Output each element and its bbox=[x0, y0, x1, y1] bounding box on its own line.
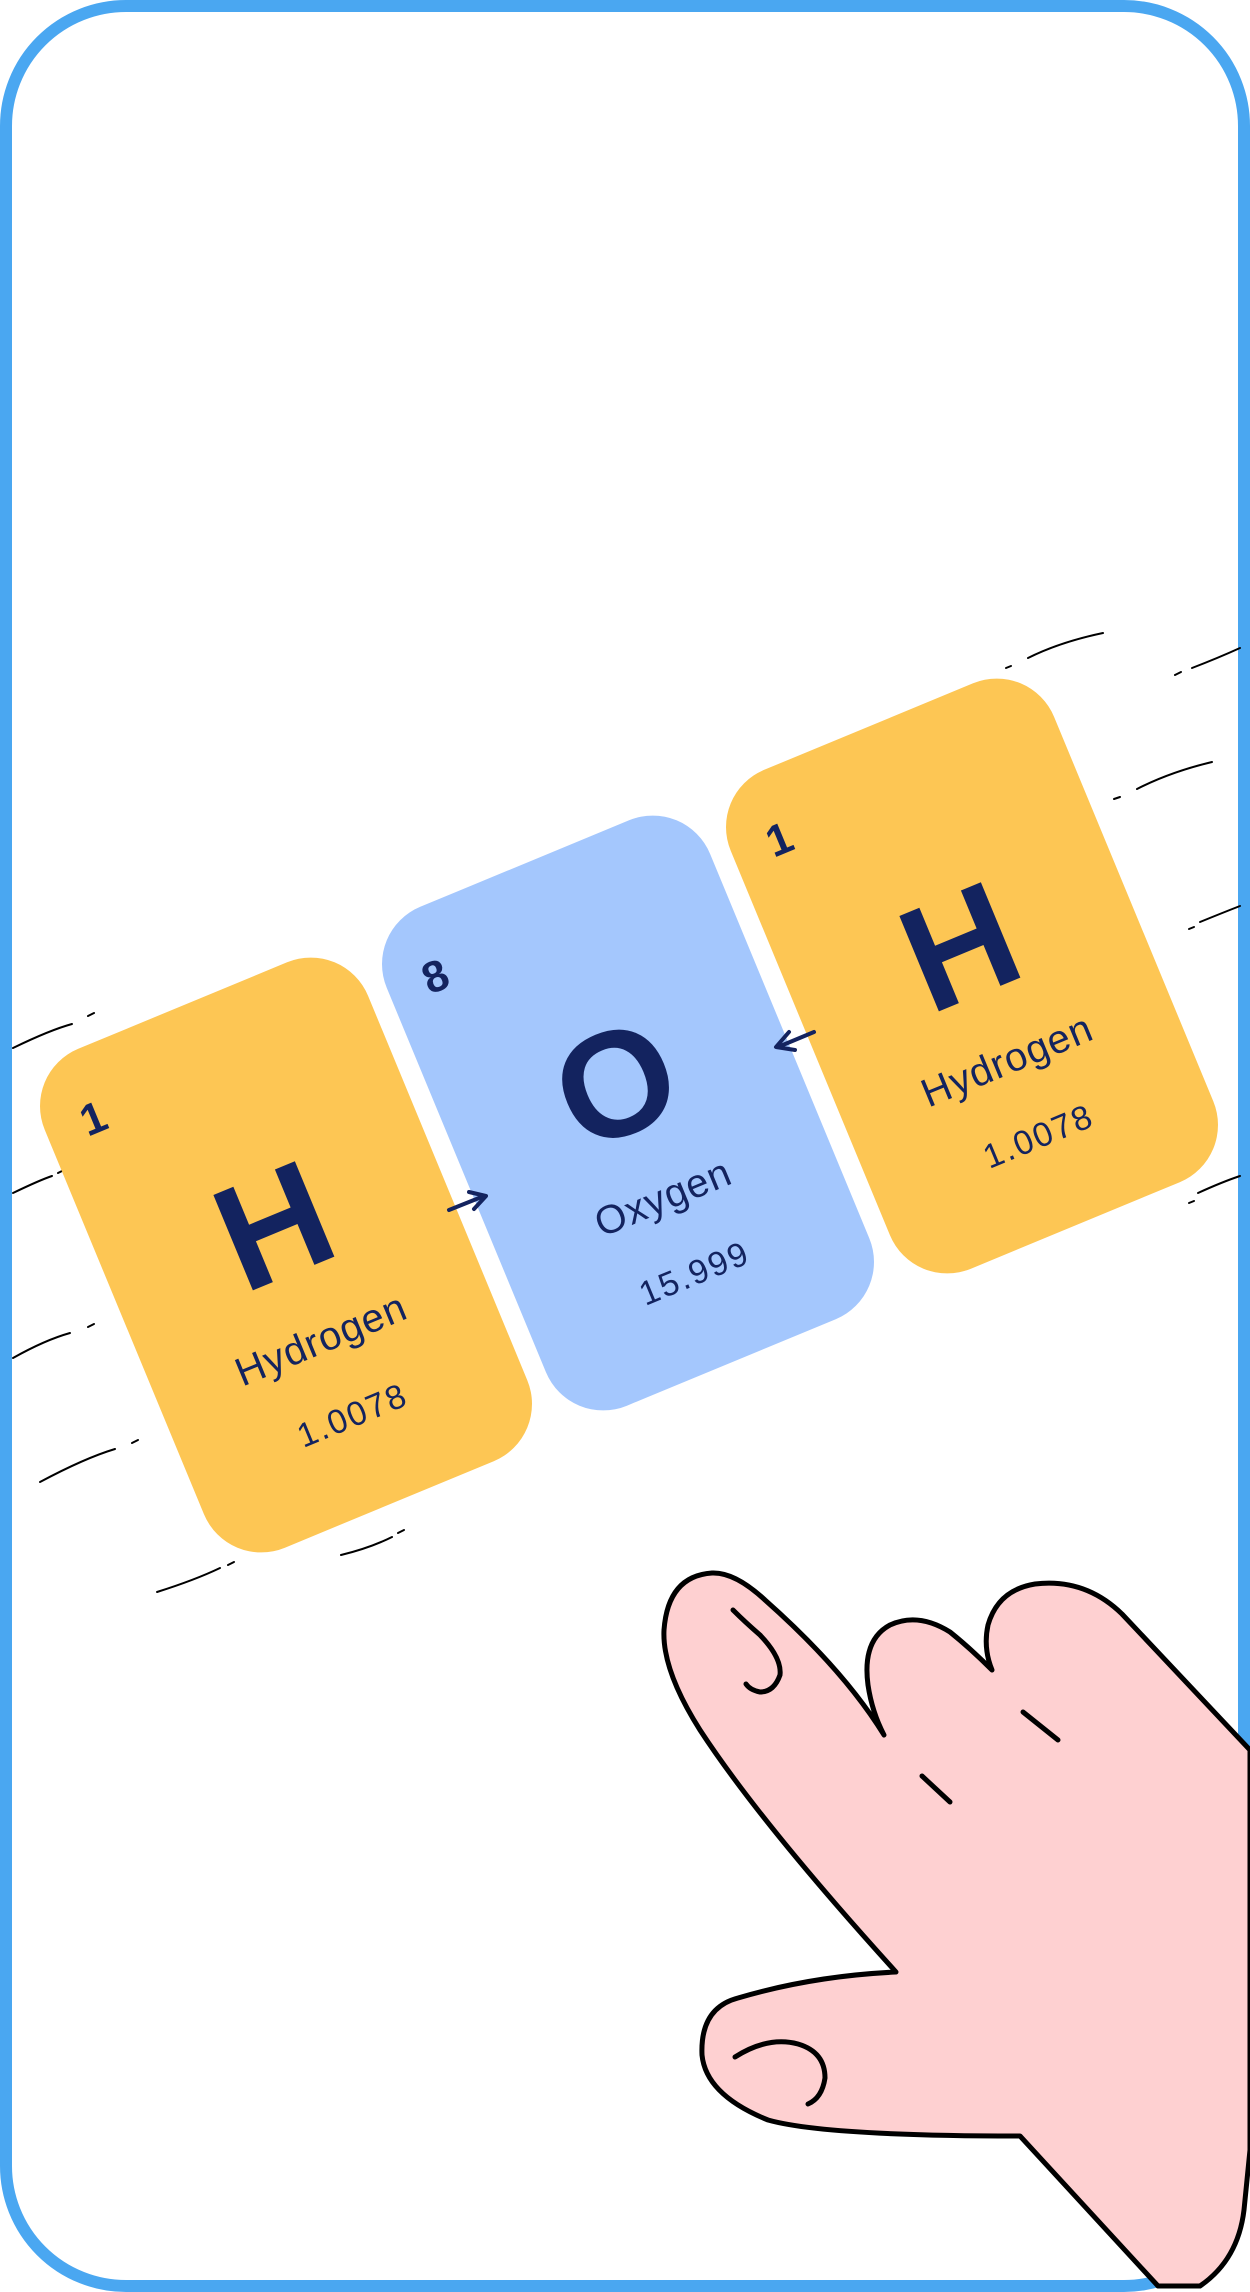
motion-line bbox=[1027, 632, 1104, 659]
arrow-left-icon bbox=[774, 1030, 816, 1052]
motion-line bbox=[87, 1012, 95, 1017]
knuckle-line bbox=[919, 1773, 953, 1805]
fingernail bbox=[730, 1607, 783, 1695]
motion-line bbox=[1005, 665, 1012, 669]
motion-lines bbox=[12, 632, 1241, 1593]
card-background bbox=[726, 678, 1218, 1274]
card-background bbox=[40, 957, 532, 1553]
card-background bbox=[382, 815, 874, 1411]
motion-line bbox=[12, 1332, 71, 1359]
motion-line bbox=[227, 1561, 235, 1566]
motion-line bbox=[131, 1439, 139, 1444]
pointing-hand-illustration bbox=[661, 1570, 1250, 2289]
motion-line bbox=[1136, 761, 1213, 790]
element-card-oxygen: 8 O Oxygen 15.999 bbox=[382, 815, 874, 1411]
thumbnail bbox=[732, 2039, 828, 2107]
motion-line bbox=[1188, 1200, 1195, 1204]
motion-line bbox=[1191, 647, 1241, 669]
arrow-right-icon bbox=[447, 1190, 488, 1212]
motion-line bbox=[1197, 1175, 1241, 1194]
motion-line bbox=[397, 1529, 405, 1534]
motion-line bbox=[12, 1175, 53, 1194]
motion-line bbox=[1113, 796, 1121, 800]
motion-line bbox=[1174, 671, 1182, 676]
motion-line bbox=[1199, 905, 1241, 923]
element-card-hydrogen-right: 1 H Hydrogen 1.0078 bbox=[726, 678, 1218, 1274]
motion-line bbox=[39, 1448, 116, 1483]
motion-line bbox=[87, 1323, 95, 1328]
motion-line bbox=[12, 1023, 73, 1049]
motion-line bbox=[1188, 926, 1195, 930]
element-card-hydrogen-left: 1 H Hydrogen 1.0078 bbox=[40, 957, 532, 1553]
hand-shape bbox=[661, 1570, 1250, 2289]
motion-line bbox=[156, 1567, 221, 1593]
motion-line bbox=[340, 1536, 393, 1556]
knuckle-line bbox=[1020, 1709, 1061, 1743]
